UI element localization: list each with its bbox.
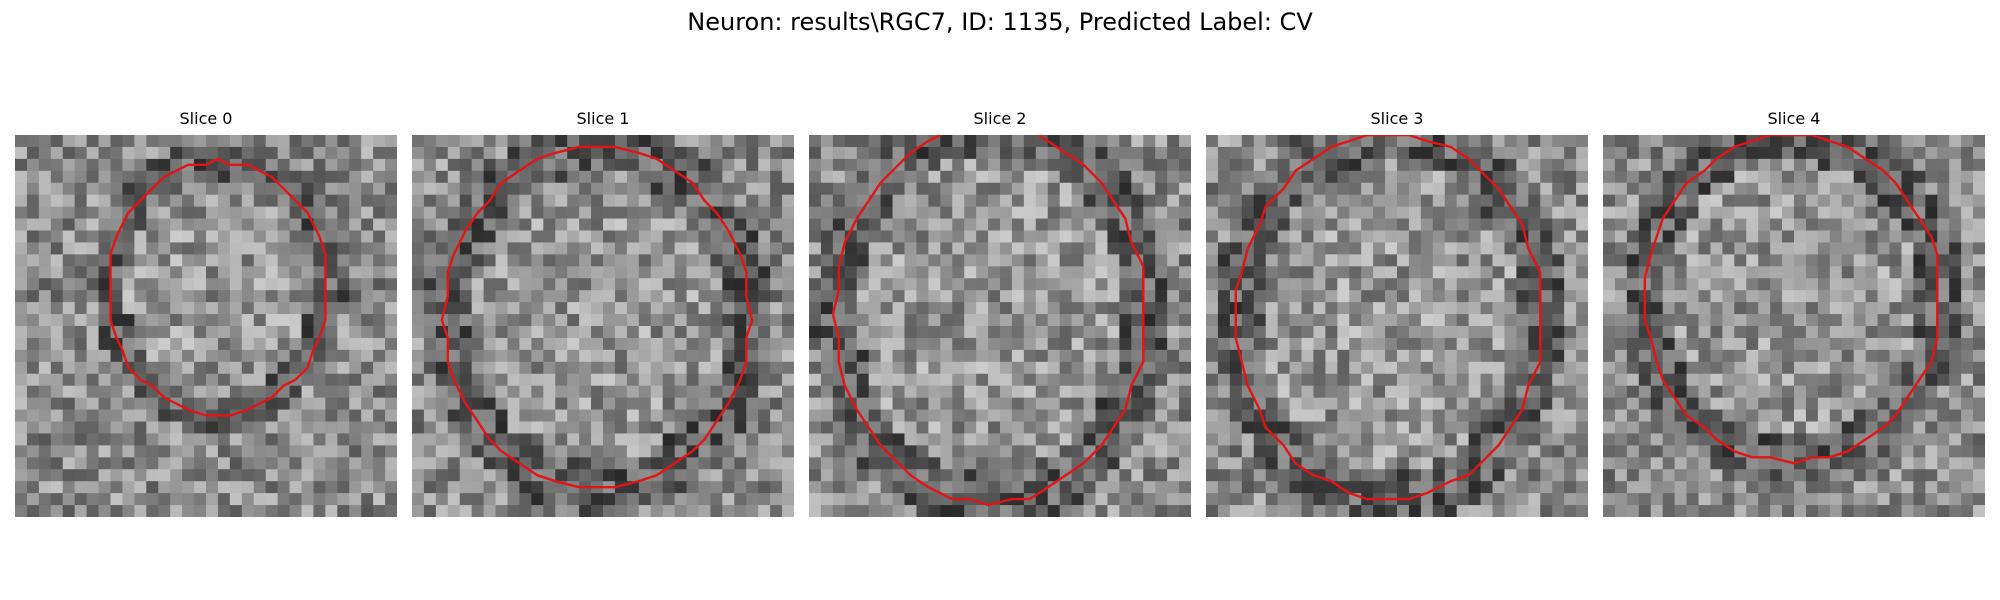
pixel-grid — [809, 135, 1191, 517]
segmentation-contour — [440, 145, 754, 489]
slice-title-2: Slice 2 — [973, 109, 1027, 128]
slice-panel-4: Slice 4 — [1603, 108, 1985, 517]
slice-image-1 — [412, 135, 794, 517]
figure-title: Neuron: results\RGC7, ID: 1135, Predicte… — [687, 8, 1313, 36]
pixel-grid — [15, 135, 397, 517]
pixel-grid — [1206, 135, 1588, 517]
slice-image-4 — [1603, 135, 1985, 517]
slice-title-3: Slice 3 — [1370, 109, 1424, 128]
segmentation-contour — [109, 157, 327, 417]
slice-panel-0: Slice 0 — [15, 108, 397, 517]
slice-image-3 — [1206, 135, 1588, 517]
slice-title-1: Slice 1 — [576, 109, 630, 128]
segmentation-contour — [1234, 135, 1542, 501]
slice-panel-1: Slice 1 — [412, 108, 794, 517]
segmentation-contour — [1643, 135, 1939, 465]
slice-panel-3: Slice 3 — [1206, 108, 1588, 517]
pixel-grid — [1603, 135, 1985, 517]
pixel-grid — [412, 135, 794, 517]
slice-title-0: Slice 0 — [179, 109, 233, 128]
segmentation-contour — [831, 135, 1145, 507]
slice-image-0 — [15, 135, 397, 517]
slice-title-4: Slice 4 — [1767, 109, 1821, 128]
slice-panel-2: Slice 2 — [809, 108, 1191, 517]
slice-image-2 — [809, 135, 1191, 517]
